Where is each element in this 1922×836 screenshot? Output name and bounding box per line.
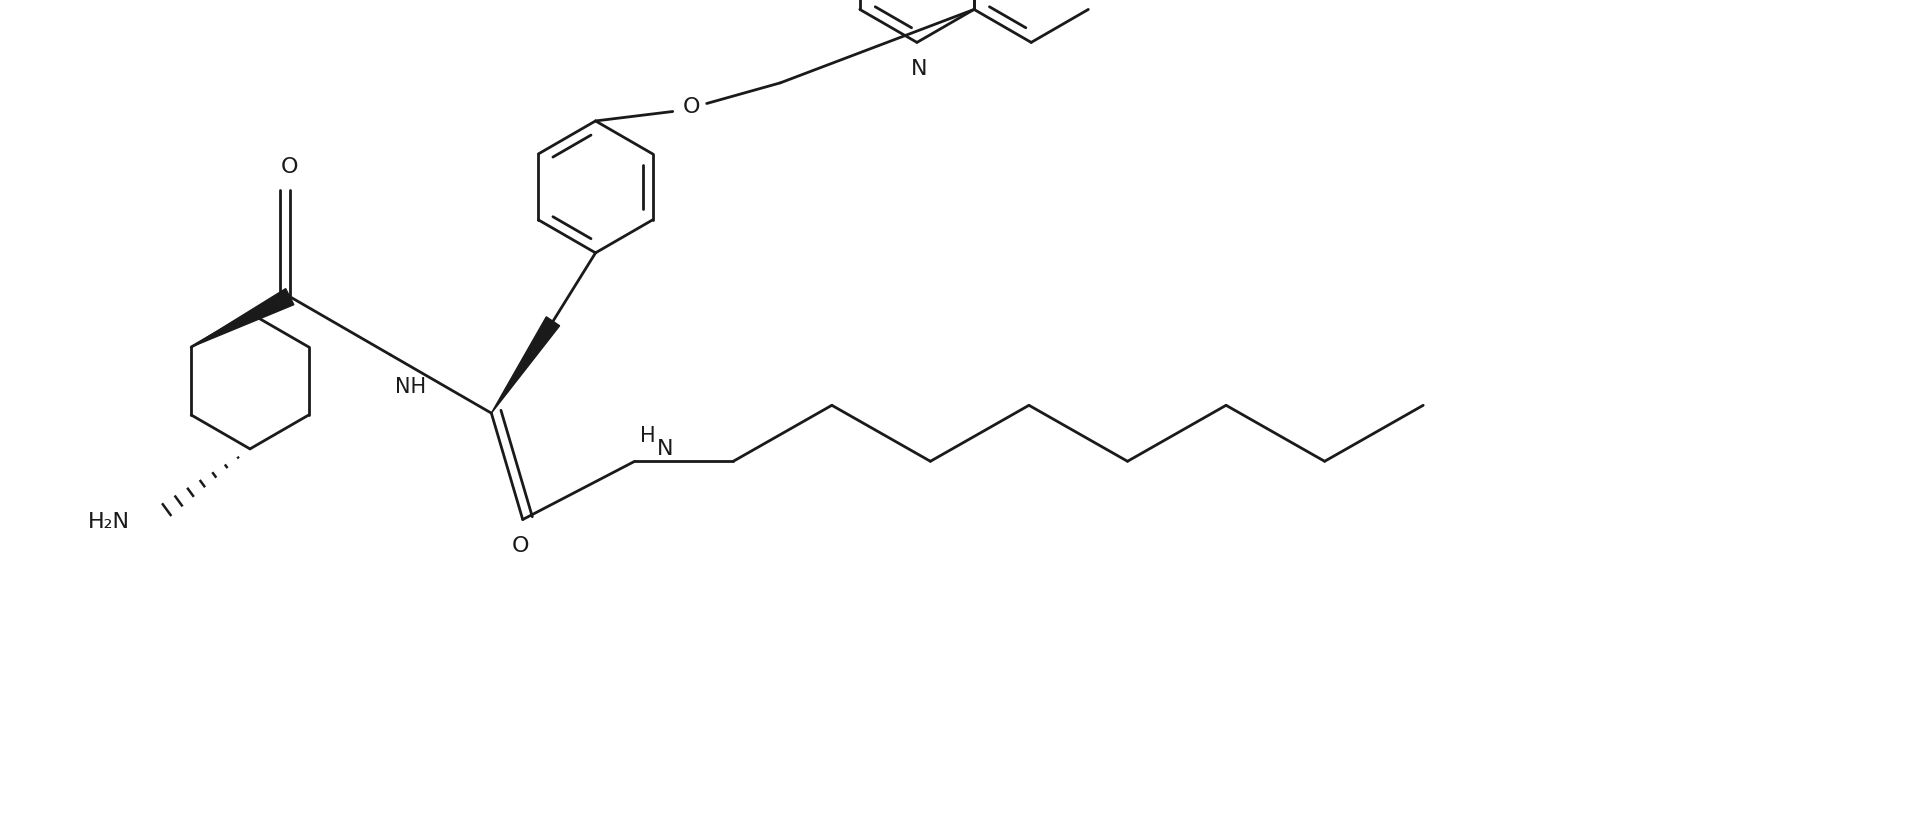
- Text: H: H: [640, 426, 655, 446]
- Text: N: N: [911, 59, 926, 79]
- Text: NH: NH: [394, 377, 425, 397]
- Text: O: O: [682, 98, 700, 118]
- Text: O: O: [281, 157, 298, 177]
- Polygon shape: [190, 288, 294, 347]
- Polygon shape: [492, 317, 559, 413]
- Text: N: N: [657, 439, 673, 459]
- Text: O: O: [511, 536, 529, 556]
- Text: H₂N: H₂N: [88, 512, 131, 533]
